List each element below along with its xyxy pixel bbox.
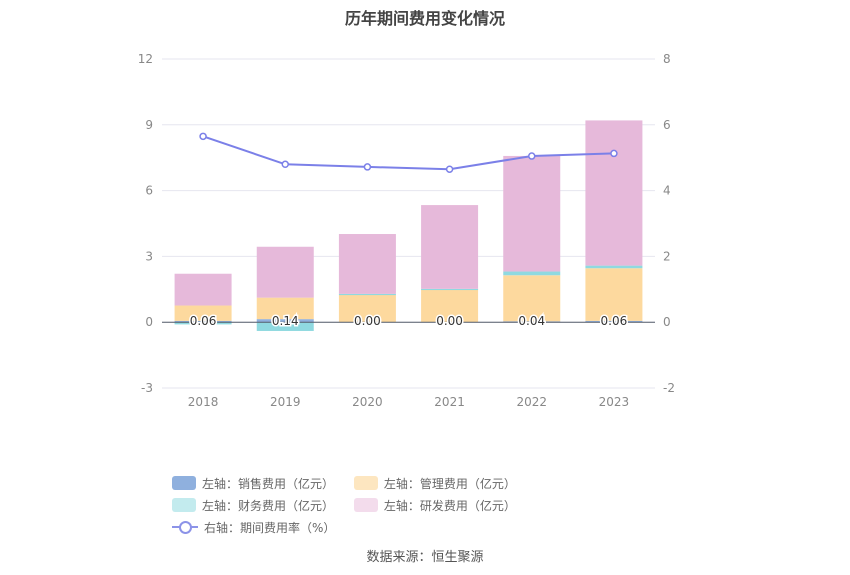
source-note: 数据来源：恒生聚源 <box>366 550 484 565</box>
x-tick-label: 2019 <box>270 395 301 409</box>
y-right-tick-label: 0 <box>663 315 671 329</box>
y-left-tick-label: -3 <box>141 381 153 395</box>
chart-title: 历年期间费用变化情况 <box>344 9 505 28</box>
bar-segment <box>256 246 314 298</box>
data-labels: 0.06 0.14 0.00 0.00 0.04 0.06 <box>188 313 629 330</box>
bar-segment <box>256 297 314 320</box>
legend-swatch-rate <box>172 520 198 534</box>
y-right-tick-label: 6 <box>663 118 671 132</box>
bar-series <box>174 120 643 331</box>
bar-segment <box>585 265 643 269</box>
x-tick-label: 2018 <box>188 395 219 409</box>
legend-label-rnd: 左轴：研发费用（亿元） <box>383 498 516 513</box>
bar-segment <box>421 205 479 289</box>
legend-label-finance: 左轴：财务费用（亿元） <box>202 498 335 513</box>
rate-point <box>199 132 207 141</box>
legend: 左轴：销售费用（亿元） 左轴：管理费用（亿元） 左轴：财务费用（亿元） 左轴：研… <box>172 472 692 538</box>
x-tick-label: 2021 <box>434 395 465 409</box>
bar-segment <box>503 271 561 276</box>
bar-segment <box>174 320 232 323</box>
bar-segment <box>256 322 314 331</box>
legend-item-finance[interactable]: 左轴：财务费用（亿元） <box>172 494 334 516</box>
y-right-tick-label: 2 <box>663 249 671 263</box>
legend-swatch-sales <box>172 476 196 490</box>
bar-segment <box>174 322 232 325</box>
bar-segment <box>421 289 479 323</box>
data-label: 0.06 <box>190 314 217 328</box>
x-tick-label: 2023 <box>599 395 630 409</box>
rate-line-series <box>199 132 618 173</box>
bar-segment <box>503 275 561 322</box>
y-right-tick-label: 8 <box>663 52 671 66</box>
bar-segment <box>338 294 396 323</box>
legend-label-admin: 左轴：管理费用（亿元） <box>383 476 516 491</box>
y-left-tick-label: 3 <box>145 249 153 263</box>
bar-segment <box>256 319 314 323</box>
bar-segment <box>421 288 479 291</box>
rate-point <box>610 149 618 158</box>
legend-item-sales[interactable]: 左轴：销售费用（亿元） <box>172 472 334 494</box>
legend-swatch-finance <box>172 498 196 512</box>
y-left-tick-label: 9 <box>145 118 153 132</box>
data-label: 0.06 <box>601 314 628 328</box>
legend-item-rate[interactable]: 右轴：期间费用率（%） <box>172 516 335 538</box>
y-right-tick-label: -2 <box>663 381 675 395</box>
rate-point <box>281 160 289 169</box>
rate-point <box>445 165 454 173</box>
bar-segment <box>585 120 643 266</box>
legend-label-rate: 右轴：期间费用率（%） <box>204 520 336 535</box>
rate-point <box>363 163 372 171</box>
rate-line <box>202 135 614 171</box>
legend-label-sales: 左轴：销售费用（亿元） <box>202 476 335 491</box>
axes: 12 9 6 3 0 -3 8 6 4 2 0 -2 2018 2019 2020 2021 2022 2023 <box>138 52 675 409</box>
x-tick-label: 2020 <box>352 395 383 409</box>
legend-swatch-admin <box>353 476 378 490</box>
x-tick-label: 2022 <box>516 395 547 409</box>
legend-item-rnd[interactable]: 左轴：研发费用（亿元） <box>353 494 516 516</box>
data-label: 0.00 <box>436 314 463 328</box>
y-left-tick-label: 12 <box>138 52 153 66</box>
bar-segment <box>585 268 643 321</box>
data-label: 0.14 <box>272 314 299 328</box>
legend-item-admin[interactable]: 左轴：管理费用（亿元） <box>353 472 516 494</box>
bar-segment <box>338 234 396 294</box>
rate-point <box>528 152 536 160</box>
legend-swatch-rnd <box>353 498 378 512</box>
y-left-tick-label: 0 <box>145 315 153 329</box>
bar-segment <box>503 155 561 272</box>
bar-segment <box>174 273 232 306</box>
grid-lines <box>162 58 655 389</box>
data-label: 0.00 <box>354 314 381 328</box>
y-left-tick-label: 6 <box>145 184 153 198</box>
bar-segment <box>174 305 232 321</box>
bar-segment <box>585 320 643 323</box>
y-right-tick-label: 4 <box>663 184 671 198</box>
data-label: 0.04 <box>518 314 545 328</box>
bar-segment <box>338 293 396 296</box>
